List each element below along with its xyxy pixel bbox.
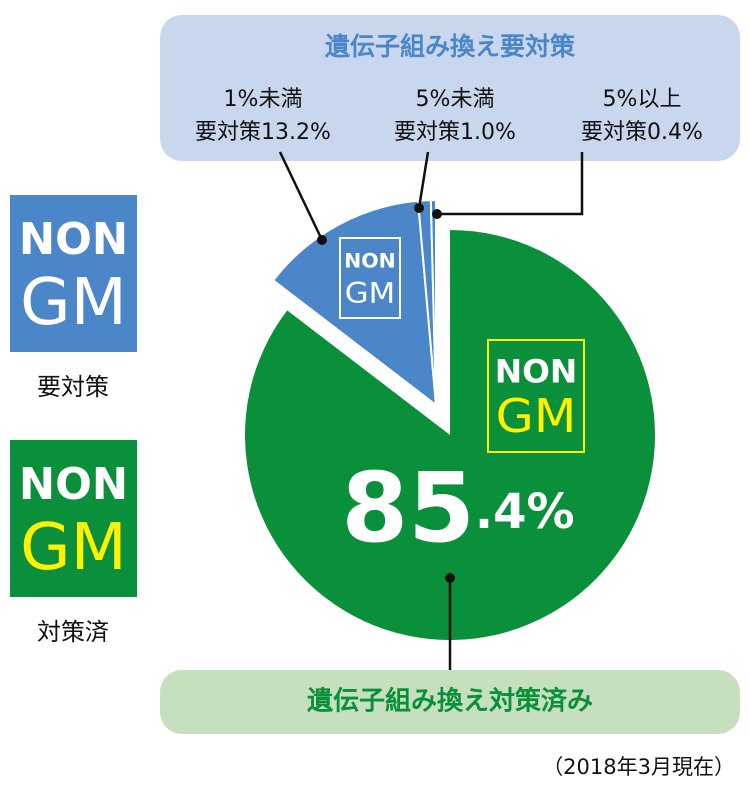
badge (10, 195, 137, 352)
slice-value-label: 要対策13.2% (195, 120, 331, 145)
note: （2018年3月現在） (542, 755, 735, 779)
main-value-frac: .4% (475, 484, 575, 540)
leader-line (417, 151, 430, 209)
slice-category: 5%未満 (416, 87, 495, 112)
leader-dot (317, 235, 327, 245)
pie-slice (244, 230, 655, 640)
leader-dot (445, 573, 455, 583)
slice-category: 5%以上 (603, 87, 682, 112)
slice-category: 1%未満 (224, 87, 303, 112)
badge-top: NON (19, 459, 128, 510)
done-label: 遺伝子組み換え対策済み (307, 686, 593, 717)
slice-value-label: 要対策0.4% (581, 120, 703, 145)
leader-dot (432, 209, 442, 219)
badge-bottom: GM (20, 266, 127, 340)
done-box (160, 670, 740, 734)
group-title: 遺伝子組み換え要対策 (325, 32, 576, 61)
main-value-label: 85.4% (341, 452, 574, 564)
badge (339, 237, 401, 319)
pie-slice (271, 199, 438, 408)
group-box (160, 15, 740, 161)
badge (10, 440, 137, 597)
leader-dot (414, 203, 424, 213)
legend-label: 要対策 (37, 373, 109, 401)
leader-line (437, 152, 584, 216)
badge-bottom: GM (496, 389, 577, 443)
badge-bottom: GM (20, 511, 127, 585)
legend-label: 対策済 (37, 618, 109, 646)
badge-top: NON (344, 250, 396, 273)
badge-top: NON (19, 214, 128, 265)
leader-line (278, 151, 324, 241)
pie-slice (429, 198, 437, 406)
main-value-int: 85 (341, 452, 475, 564)
slice-value-label: 要対策1.0% (394, 120, 516, 145)
badge-bottom: GM (345, 276, 395, 310)
badge-top: NON (495, 355, 578, 391)
badge (487, 339, 585, 453)
